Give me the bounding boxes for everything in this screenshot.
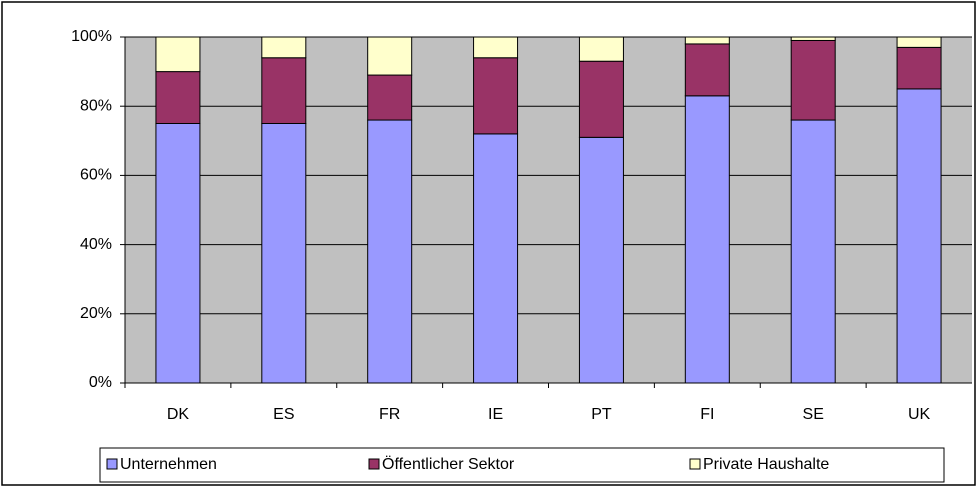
bar-segment	[261, 123, 307, 384]
bar-segment	[367, 74, 413, 121]
bar-segment	[896, 36, 942, 48]
bar-segment	[896, 88, 942, 384]
bar-segment	[578, 60, 624, 138]
legend-swatch	[689, 458, 701, 470]
y-tick-label: 60%	[80, 167, 112, 184]
bar-segment	[790, 36, 836, 41]
bar-segment	[684, 43, 730, 97]
y-tick-label: 100%	[71, 28, 112, 45]
bar-segment	[684, 36, 730, 45]
bar-segment	[684, 95, 730, 384]
bar-segment	[473, 57, 519, 135]
x-tick-label: ES	[273, 406, 294, 423]
legend-box	[99, 447, 945, 483]
bar-segment	[155, 71, 201, 124]
x-tick-label: FR	[379, 406, 400, 423]
bar-segment	[896, 46, 942, 90]
bar-segment	[790, 119, 836, 384]
x-tick-label: FI	[700, 406, 714, 423]
x-tick-label: PT	[591, 406, 612, 423]
x-tick-label: IE	[488, 406, 503, 423]
bar-segment	[261, 57, 307, 124]
y-tick-label: 0%	[89, 374, 112, 391]
legend-label: Unternehmen	[120, 456, 217, 473]
plot-area	[125, 37, 972, 383]
x-tick-label: SE	[803, 406, 824, 423]
bar-segment	[367, 36, 413, 76]
y-tick-label: 40%	[80, 236, 112, 253]
legend-label: Öffentlicher Sektor	[382, 455, 515, 473]
legend-swatch	[368, 458, 380, 470]
bar-segment	[155, 36, 201, 73]
legend-swatch	[106, 458, 118, 470]
y-tick-label: 80%	[80, 97, 112, 114]
x-tick-label: DK	[167, 406, 190, 423]
y-tick-label: 20%	[80, 305, 112, 322]
bar-segment	[155, 123, 201, 384]
bar-segment	[790, 39, 836, 121]
bar-segment	[578, 36, 624, 62]
bar-segment	[578, 136, 624, 384]
bar-segment	[367, 119, 413, 384]
bar-segment	[473, 133, 519, 384]
legend-label: Private Haushalte	[703, 456, 829, 473]
bar-segment	[261, 36, 307, 59]
bar-segment	[473, 36, 519, 59]
x-tick-label: UK	[908, 406, 931, 423]
